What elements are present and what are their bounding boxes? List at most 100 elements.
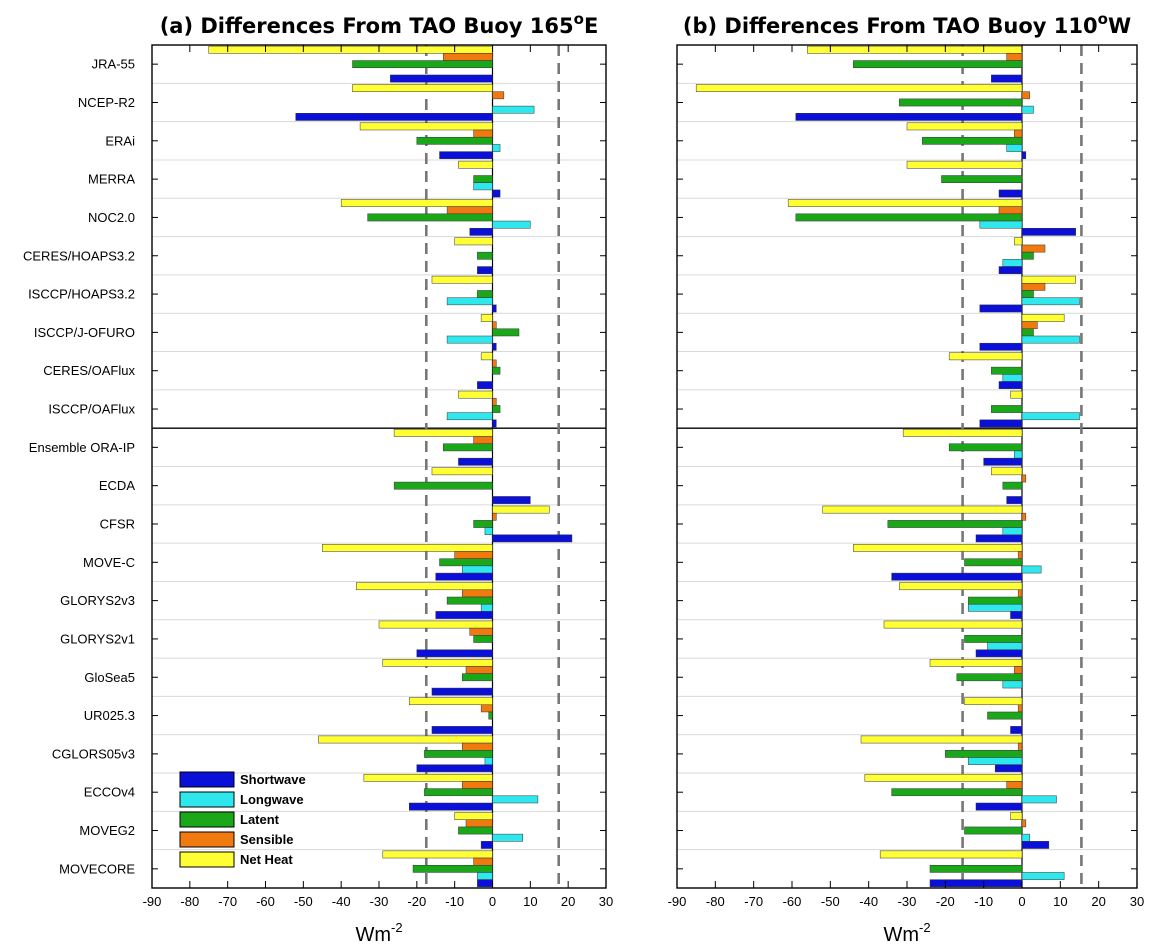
bar-sensible [1021,474,1027,483]
bar-longwave [492,144,501,152]
bar-shortwave [983,457,1023,466]
bar-sensible [492,321,497,330]
bar-shortwave [998,189,1023,198]
bar-net-heat [929,659,1023,667]
category-label: MERRA [88,172,135,187]
bar-latent [352,60,493,69]
bar-latent [956,673,1023,682]
bar-shortwave [1010,726,1023,734]
bar-latent [424,750,493,758]
bar-net-heat [378,620,493,629]
bar-shortwave [492,496,531,504]
bar-net-heat [322,544,493,552]
bar-sensible [465,666,493,674]
category-label: ERAi [105,133,135,148]
bar-shortwave [1010,611,1023,619]
bar-net-heat [356,582,493,591]
bar-latent [1021,251,1034,260]
bar-sensible [998,206,1023,215]
bar-latent [891,788,1023,797]
bar-net-heat [431,275,493,284]
bar-shortwave [998,266,1023,274]
bar-sensible [1021,244,1046,253]
x-axis-label: Wm-2 [355,920,402,946]
bar-latent [473,520,493,528]
bar-sensible [492,512,497,521]
legend-label: Net Heat [240,852,293,867]
bar-shortwave [979,304,1023,313]
x-tick-label: -80 [706,894,725,909]
x-tick-label: 0 [489,894,496,909]
bar-shortwave [492,189,501,198]
bar-latent [458,826,493,835]
bar-net-heat [906,160,1023,169]
bar-sensible [446,206,493,215]
x-tick-label: -60 [256,894,275,909]
bar-latent [492,405,501,413]
bar-latent [488,711,493,720]
bar-net-heat [1010,390,1023,399]
bar-net-heat [492,505,550,514]
bar-longwave [492,220,531,229]
x-tick-label: -40 [859,894,878,909]
bar-shortwave [390,74,493,83]
bar-sensible [1017,589,1023,598]
x-tick-label: -90 [668,894,687,909]
bar-net-heat [787,199,1023,207]
bar-sensible [492,91,505,100]
bar-latent [853,60,1023,69]
bar-shortwave [994,764,1023,773]
x-tick-label: -40 [332,894,351,909]
bar-longwave [446,297,493,306]
bar-longwave [446,335,493,344]
x-tick-label: -50 [821,894,840,909]
bar-net-heat [991,467,1023,476]
bar-sensible [1021,512,1027,521]
category-label: UR025.3 [84,708,135,723]
bar-net-heat [382,850,493,859]
bar-longwave [1002,680,1023,689]
bar-shortwave [431,726,493,734]
legend-swatch [179,811,235,828]
bar-shortwave [435,611,493,619]
bar-latent [439,558,493,567]
x-tick-label: -10 [974,894,993,909]
bar-net-heat [864,773,1023,782]
bar-longwave [484,527,493,536]
bar-shortwave [492,342,497,351]
bar-latent [968,596,1023,605]
bar-latent [991,366,1023,375]
bar-shortwave [439,151,493,160]
bar-net-heat [393,429,493,437]
bar-sensible [1021,819,1027,828]
bar-longwave [1021,335,1080,344]
bar-shortwave [416,649,493,658]
bar-net-heat [352,84,493,92]
category-label: ISCCP/J-OFURO [34,325,135,340]
bar-net-heat [409,697,493,706]
bar-net-heat [454,237,493,246]
bar-shortwave [975,534,1023,543]
bar-shortwave [795,113,1023,121]
bar-longwave [1021,297,1080,306]
bar-sensible [1021,283,1046,291]
bar-net-heat [879,850,1023,859]
bar-shortwave [1021,151,1027,160]
panel-title: (a) Differences From TAO Buoy 165oE [160,10,599,38]
x-tick-label: -70 [744,894,763,909]
bar-longwave [484,757,493,765]
bar-sensible [461,742,493,751]
bar-shortwave [975,649,1023,658]
bar-latent [424,788,493,797]
bar-longwave [968,757,1023,765]
bar-latent [887,520,1023,528]
category-label: GLORYS2v3 [60,593,135,608]
bar-latent [492,328,520,337]
bar-shortwave [998,381,1023,389]
bar-latent [964,826,1023,835]
bar-latent [899,98,1023,107]
bar-shortwave [492,304,497,313]
category-label: ISCCP/HOAPS3.2 [28,287,135,302]
bar-latent [991,405,1023,413]
